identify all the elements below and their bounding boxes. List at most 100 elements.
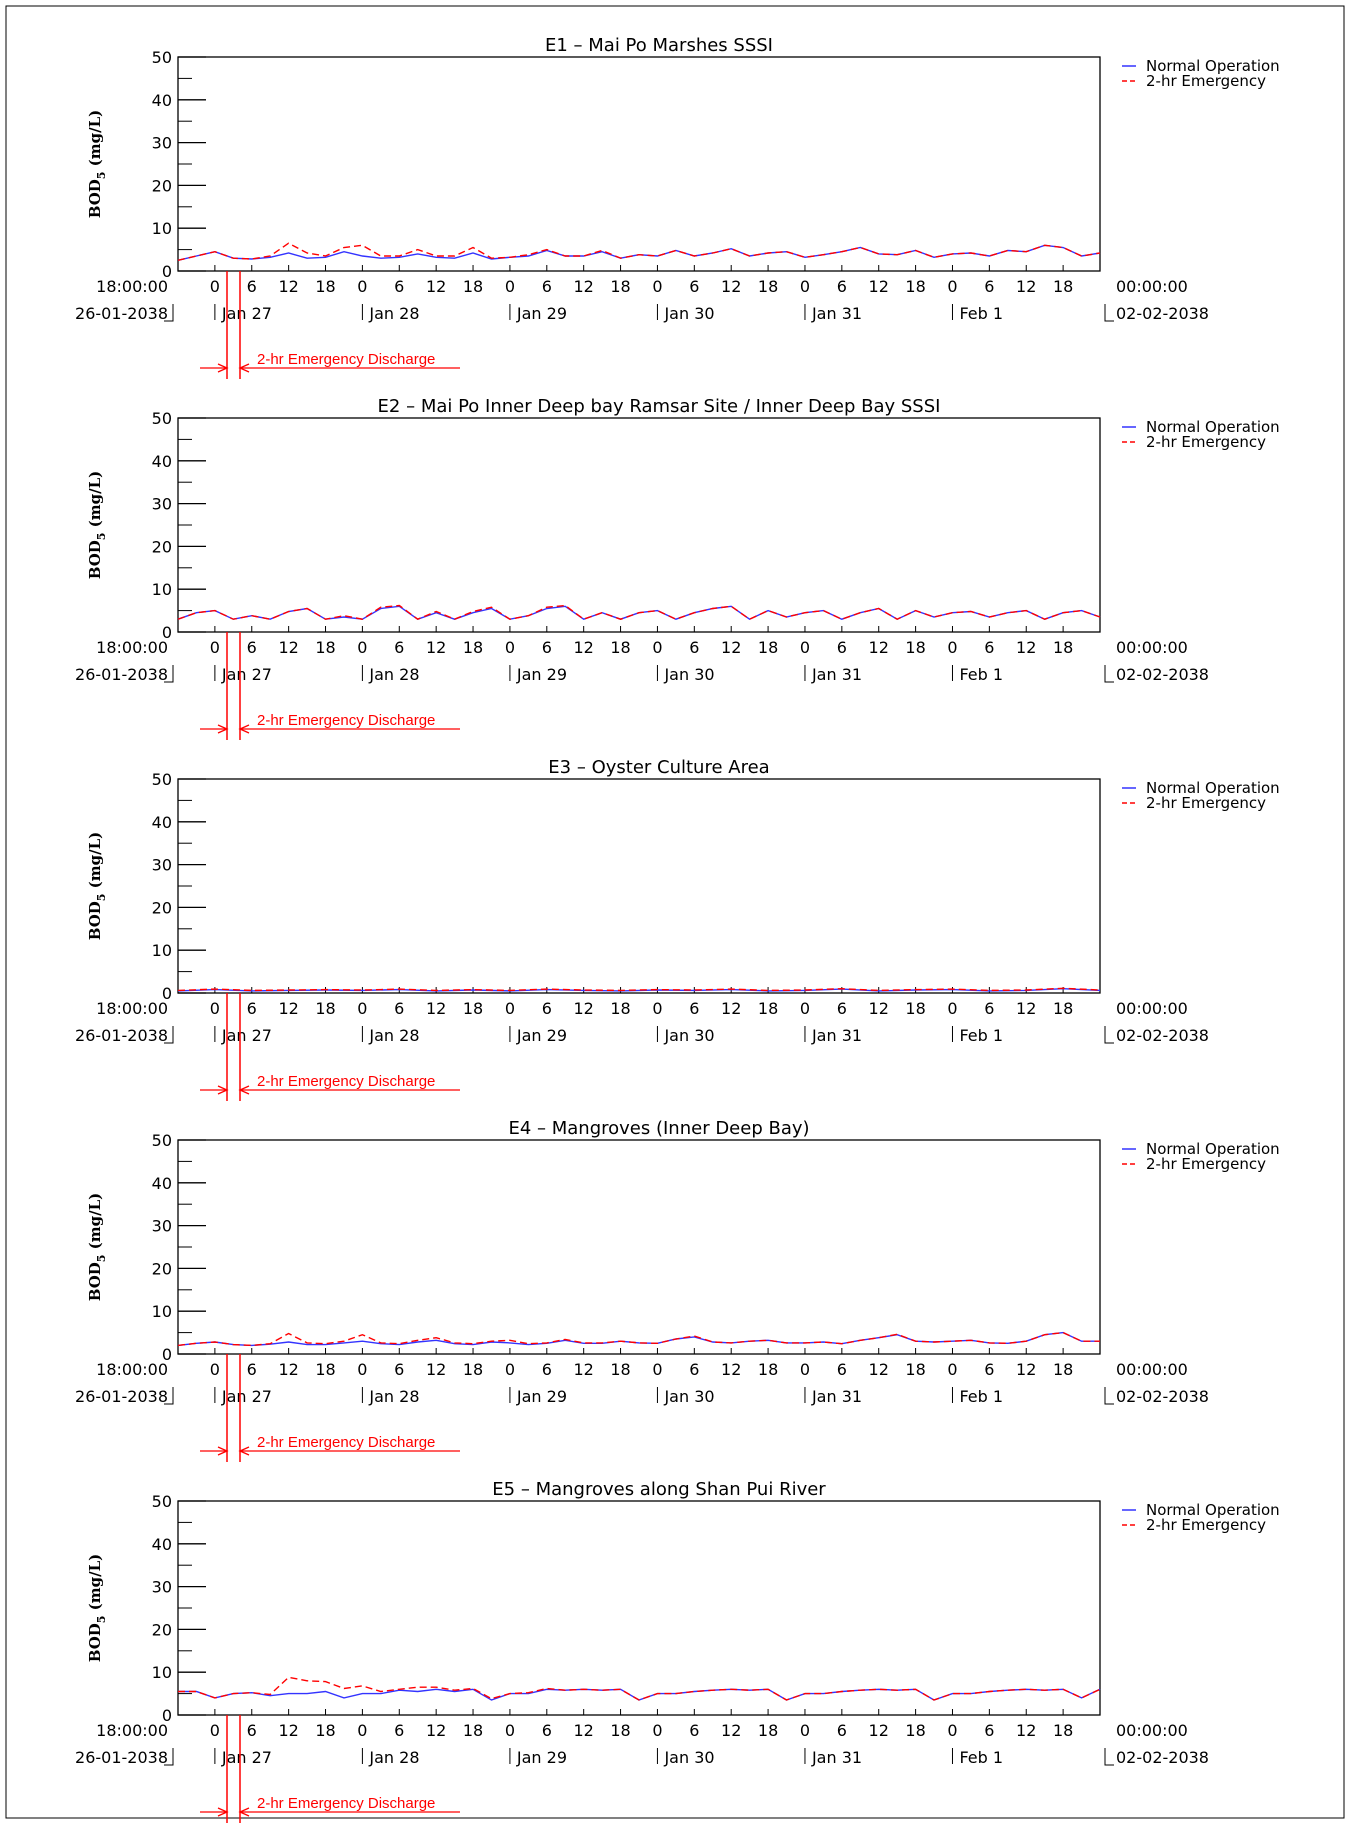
y-axis-label: BOD5 (mg/L) bbox=[86, 832, 108, 941]
y-tick-label: 0 bbox=[162, 1345, 172, 1364]
x-hour-label: 0 bbox=[357, 999, 367, 1018]
end-time-label: 00:00:00 bbox=[1116, 999, 1188, 1018]
start-date-label: 26-01-2038 bbox=[75, 1748, 168, 1767]
x-hour-label: 18 bbox=[905, 277, 925, 296]
x-hour-label: 12 bbox=[278, 999, 298, 1018]
x-hour-label: 12 bbox=[1016, 638, 1036, 657]
y-axis-label-unit: (mg/L) bbox=[86, 1193, 104, 1255]
start-time-label: 18:00:00 bbox=[96, 638, 168, 657]
chart-title: E5 – Mangroves along Shan Pui River bbox=[492, 1479, 826, 1500]
legend-normal-label: Normal Operation bbox=[1146, 1140, 1280, 1158]
x-hour-label: 0 bbox=[505, 638, 515, 657]
legend-emergency-label: 2-hr Emergency bbox=[1146, 1155, 1266, 1173]
y-tick-label: 40 bbox=[152, 813, 172, 832]
series-emergency-line bbox=[177, 604, 1101, 621]
series-normal-line bbox=[177, 987, 1101, 992]
x-day-label: Feb 1 bbox=[959, 304, 1003, 323]
x-hour-label: 18 bbox=[1053, 999, 1073, 1018]
y-axis-label-main: BOD bbox=[86, 1262, 104, 1301]
x-hour-label: 12 bbox=[721, 277, 741, 296]
x-day-label: Jan 27 bbox=[221, 1387, 272, 1406]
end-time-label: 00:00:00 bbox=[1116, 638, 1188, 657]
y-axis-label-unit: (mg/L) bbox=[86, 110, 104, 172]
end-bracket bbox=[1104, 1387, 1114, 1405]
x-hour-label: 0 bbox=[505, 277, 515, 296]
x-hour-label: 6 bbox=[247, 999, 257, 1018]
x-day-label: Jan 28 bbox=[368, 665, 419, 684]
y-tick-label: 0 bbox=[162, 623, 172, 642]
x-day-label: Feb 1 bbox=[959, 1387, 1003, 1406]
x-hour-label: 18 bbox=[610, 1360, 630, 1379]
end-date-label: 02-02-2038 bbox=[1116, 1387, 1209, 1406]
emergency-arrowhead-left bbox=[217, 363, 229, 373]
x-hour-label: 12 bbox=[1016, 999, 1036, 1018]
x-hour-label: 12 bbox=[426, 638, 446, 657]
x-hour-label: 6 bbox=[837, 1721, 847, 1740]
x-day-label: Feb 1 bbox=[959, 1748, 1003, 1767]
panel-e4: E4 – Mangroves (Inner Deep Bay) 0 10 20 30 40… bbox=[75, 1118, 1280, 1462]
x-hour-label: 12 bbox=[869, 1360, 889, 1379]
x-hour-label: 6 bbox=[689, 277, 699, 296]
start-bracket bbox=[164, 1748, 174, 1766]
x-hour-label: 6 bbox=[394, 999, 404, 1018]
start-time-label: 18:00:00 bbox=[96, 1721, 168, 1740]
x-hour-label: 0 bbox=[947, 638, 957, 657]
y-tick-label: 0 bbox=[162, 984, 172, 1003]
x-day-label: Jan 29 bbox=[516, 1387, 567, 1406]
emergency-arrowhead-right bbox=[238, 1446, 250, 1456]
legend-emergency-label: 2-hr Emergency bbox=[1146, 1516, 1266, 1534]
emergency-arrowhead-left bbox=[217, 724, 229, 734]
legend-emergency-label: 2-hr Emergency bbox=[1146, 794, 1266, 812]
x-hour-label: 12 bbox=[426, 1721, 446, 1740]
y-axis-label: BOD5 (mg/L) bbox=[86, 1193, 108, 1302]
x-hour-label: 12 bbox=[869, 277, 889, 296]
emergency-arrowhead-left bbox=[217, 1085, 229, 1095]
x-hour-label: 12 bbox=[869, 638, 889, 657]
start-time-label: 18:00:00 bbox=[96, 1360, 168, 1379]
x-day-label: Jan 31 bbox=[811, 304, 862, 323]
panel-e5: E5 – Mangroves along Shan Pui River 0 10 20… bbox=[75, 1479, 1280, 1823]
plot-area bbox=[177, 417, 1101, 633]
x-hour-label: 0 bbox=[210, 638, 220, 657]
emergency-arrowhead-right bbox=[238, 1807, 250, 1817]
x-day-label: Jan 31 bbox=[811, 1026, 862, 1045]
legend-emergency-label: 2-hr Emergency bbox=[1146, 72, 1266, 90]
y-axis-label-unit: (mg/L) bbox=[86, 832, 104, 894]
x-hour-label: 0 bbox=[357, 277, 367, 296]
x-hour-label: 6 bbox=[247, 277, 257, 296]
x-hour-label: 18 bbox=[758, 999, 778, 1018]
x-hour-label: 6 bbox=[984, 1721, 994, 1740]
x-hour-label: 6 bbox=[689, 638, 699, 657]
x-hour-label: 12 bbox=[574, 277, 594, 296]
y-tick-label: 50 bbox=[152, 409, 172, 428]
x-hour-label: 12 bbox=[721, 1721, 741, 1740]
x-hour-label: 6 bbox=[542, 1360, 552, 1379]
series-normal-line bbox=[178, 1688, 1101, 1701]
plot-area bbox=[177, 778, 1101, 994]
x-hour-label: 0 bbox=[947, 277, 957, 296]
y-tick-label: 30 bbox=[152, 1578, 172, 1597]
x-hour-label: 0 bbox=[357, 1721, 367, 1740]
start-bracket bbox=[164, 304, 174, 322]
x-hour-label: 18 bbox=[463, 277, 483, 296]
x-day-label: Jan 27 bbox=[221, 665, 272, 684]
x-hour-label: 6 bbox=[837, 1360, 847, 1379]
x-hour-label: 6 bbox=[689, 1360, 699, 1379]
end-bracket bbox=[1104, 665, 1114, 683]
x-hour-label: 0 bbox=[800, 1360, 810, 1379]
x-hour-label: 12 bbox=[426, 999, 446, 1018]
end-date-label: 02-02-2038 bbox=[1116, 665, 1209, 684]
end-bracket bbox=[1104, 304, 1114, 322]
y-axis-label-main: BOD bbox=[86, 1623, 104, 1662]
x-day-label: Jan 30 bbox=[663, 1026, 714, 1045]
end-date-label: 02-02-2038 bbox=[1116, 1748, 1209, 1767]
x-hour-label: 0 bbox=[210, 1360, 220, 1379]
x-day-label: Jan 30 bbox=[663, 1748, 714, 1767]
x-hour-label: 12 bbox=[721, 1360, 741, 1379]
y-tick-label: 20 bbox=[152, 1259, 172, 1278]
x-hour-label: 18 bbox=[758, 277, 778, 296]
plot-area bbox=[177, 56, 1101, 272]
x-hour-label: 18 bbox=[463, 1360, 483, 1379]
x-hour-label: 6 bbox=[542, 1721, 552, 1740]
